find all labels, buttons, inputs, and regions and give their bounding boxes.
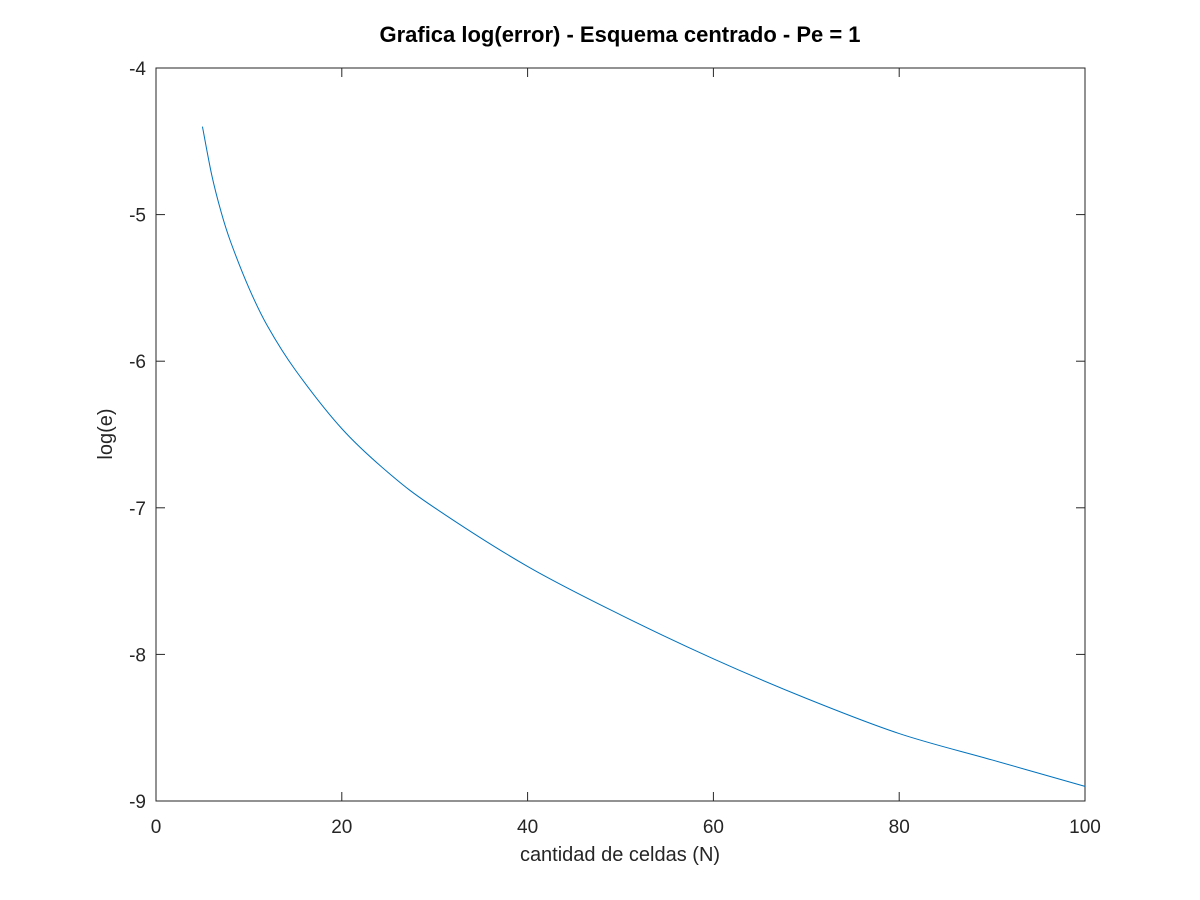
x-tick-label: 0 xyxy=(151,817,162,838)
y-axis-label: log(e) xyxy=(95,408,117,459)
y-tick-label: -9 xyxy=(129,792,146,813)
chart-title: Grafica log(error) - Esquema centrado - … xyxy=(379,22,860,47)
plot-area xyxy=(155,67,1086,802)
x-tick-label: 60 xyxy=(703,817,724,838)
y-tick-label: -6 xyxy=(129,352,146,373)
x-tick-label: 100 xyxy=(1069,817,1101,838)
series-line-0 xyxy=(201,126,1086,787)
y-axis: -4 -5 -6 -7 -8 -9 xyxy=(129,59,1085,813)
y-tick-label: -4 xyxy=(129,59,146,80)
x-axis-label: cantidad de celdas (N) xyxy=(520,844,720,866)
x-tick-label: 80 xyxy=(889,817,910,838)
x-tick-label: 20 xyxy=(331,817,352,838)
x-axis: 0 20 40 60 80 100 xyxy=(151,68,1101,838)
series-layer xyxy=(201,126,1086,787)
y-tick-label: -8 xyxy=(129,645,146,666)
y-tick-label: -7 xyxy=(129,499,146,520)
x-tick-label: 40 xyxy=(517,817,538,838)
y-tick-label: -5 xyxy=(129,206,146,227)
